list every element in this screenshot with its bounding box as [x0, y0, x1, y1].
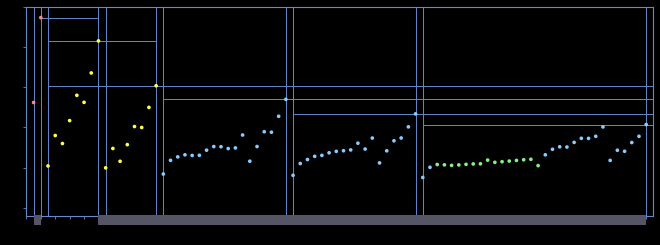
Point [158, 172, 168, 176]
Point [28, 100, 39, 104]
Bar [156, 215, 286, 225]
Point [251, 145, 262, 148]
Point [389, 139, 399, 143]
Point [482, 158, 493, 162]
Bar [98, 215, 156, 225]
Point [512, 159, 522, 162]
Point [238, 133, 248, 137]
Point [468, 162, 478, 166]
Bar [286, 215, 416, 225]
Point [626, 141, 637, 145]
Point [151, 84, 162, 88]
Point [230, 146, 241, 150]
Point [194, 153, 205, 157]
Point [598, 125, 609, 129]
Point [418, 175, 428, 179]
Point [396, 136, 407, 140]
Point [554, 145, 565, 149]
Point [338, 149, 348, 153]
Point [36, 16, 46, 20]
Point [497, 160, 508, 164]
Point [367, 136, 378, 140]
Point [245, 159, 255, 163]
Point [100, 166, 111, 170]
Point [360, 147, 370, 151]
Point [93, 39, 104, 43]
Point [172, 155, 183, 159]
Point [288, 173, 298, 177]
Point [634, 134, 644, 138]
Point [352, 141, 363, 145]
Point [583, 136, 594, 140]
Point [280, 98, 291, 101]
Point [576, 136, 587, 140]
Point [209, 145, 219, 148]
Point [490, 160, 500, 164]
Point [569, 140, 579, 144]
Point [403, 125, 414, 129]
Point [475, 162, 486, 166]
Point [295, 162, 306, 166]
Point [216, 145, 226, 149]
Point [187, 153, 197, 157]
Bar [34, 215, 41, 225]
Point [137, 125, 147, 129]
Point [57, 142, 68, 146]
Point [562, 145, 572, 149]
Point [345, 148, 356, 152]
Point [619, 149, 630, 153]
Point [86, 71, 96, 75]
Point [504, 159, 515, 163]
Point [266, 130, 277, 134]
Point [302, 158, 313, 161]
Point [122, 143, 133, 147]
Point [424, 165, 435, 169]
Point [79, 100, 89, 104]
Point [331, 149, 342, 153]
Point [381, 149, 392, 153]
Point [108, 147, 118, 150]
Point [641, 122, 651, 126]
Point [533, 164, 543, 168]
Point [115, 159, 125, 163]
Point [547, 147, 558, 151]
Point [50, 134, 61, 137]
Point [453, 163, 464, 167]
Point [439, 163, 449, 167]
Point [273, 114, 284, 118]
Point [518, 158, 529, 162]
Point [259, 130, 269, 134]
Point [223, 147, 234, 150]
Point [165, 158, 176, 162]
Point [129, 124, 140, 128]
Point [612, 148, 622, 152]
Point [461, 162, 471, 166]
Point [591, 134, 601, 138]
Point [525, 157, 536, 161]
Point [310, 154, 320, 158]
Point [144, 105, 154, 109]
Point [65, 119, 75, 122]
Point [432, 162, 442, 166]
Point [605, 159, 615, 162]
Point [374, 161, 385, 165]
Point [540, 153, 550, 157]
Point [43, 164, 53, 168]
Point [201, 148, 212, 152]
Point [411, 112, 421, 116]
Point [180, 153, 190, 157]
Point [317, 153, 327, 157]
Point [446, 163, 457, 167]
Bar [416, 215, 646, 225]
Point [71, 93, 82, 97]
Point [324, 151, 335, 155]
